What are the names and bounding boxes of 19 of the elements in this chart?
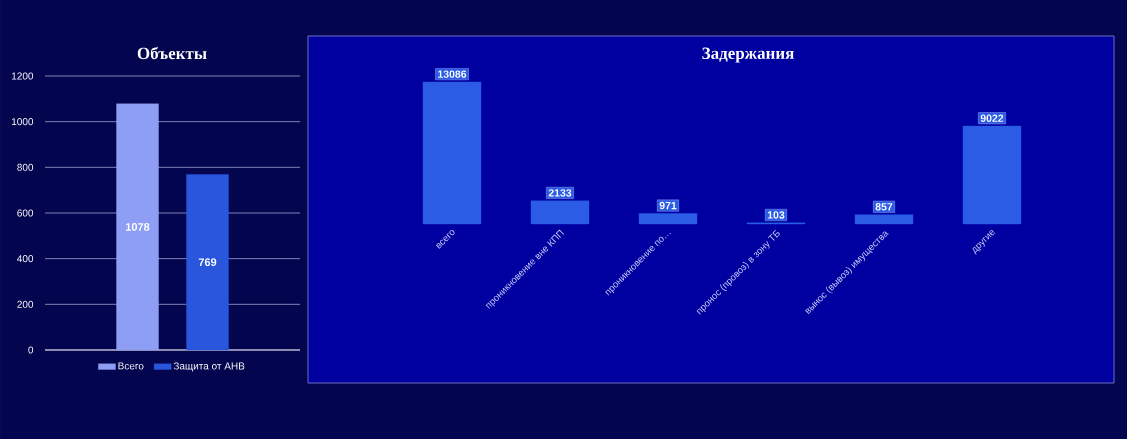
y-tick-label: 800 bbox=[17, 163, 34, 171]
chart-title: Объекты bbox=[137, 46, 207, 60]
data-label: 2133 bbox=[548, 189, 572, 197]
data-label: 9022 bbox=[980, 114, 1004, 122]
y-tick-label: 600 bbox=[17, 209, 34, 217]
data-label: 857 bbox=[875, 203, 893, 211]
y-tick-label: 0 bbox=[28, 346, 34, 354]
y-tick-label: 1200 bbox=[12, 72, 34, 80]
y-tick-label: 1000 bbox=[12, 118, 34, 126]
legend-label: Всего bbox=[118, 362, 144, 370]
data-label: 1078 bbox=[125, 223, 150, 231]
legend-label: Защита от АНВ bbox=[173, 362, 245, 372]
data-label: 103 bbox=[767, 211, 785, 219]
chart-title: Задержания bbox=[702, 47, 794, 63]
y-tick-label: 200 bbox=[17, 300, 34, 308]
data-label: 769 bbox=[198, 258, 217, 267]
data-label: 971 bbox=[659, 201, 677, 210]
y-tick-label: 400 bbox=[17, 255, 34, 263]
data-label: 13086 bbox=[438, 70, 467, 78]
